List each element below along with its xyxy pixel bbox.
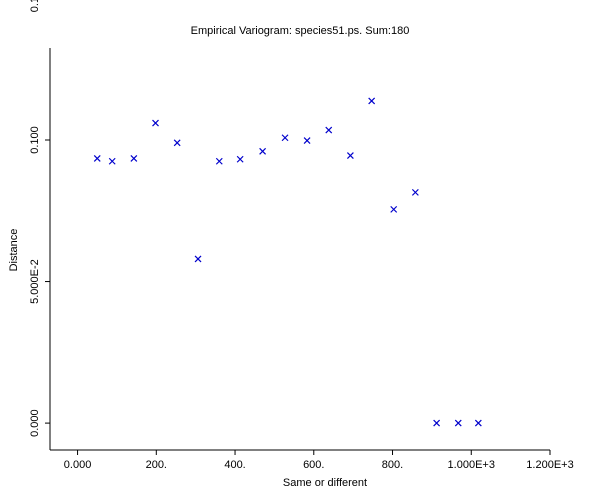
x-tick-label: 800. (382, 459, 403, 471)
data-point (281, 134, 289, 142)
data-point (194, 255, 202, 263)
y-tick-label: 5.000E-2 (29, 259, 41, 304)
y-tick-label: 0.000 (29, 409, 41, 437)
axes (49, 48, 550, 451)
data-point (152, 119, 159, 127)
data-point (454, 419, 462, 427)
x-tick-label: 1.000E+3 (448, 459, 495, 471)
data-point (108, 157, 116, 165)
x-axis-ticks: 0.000 200. 400. 600. 800. 1.000E+3 1.200E+3 (64, 450, 574, 471)
data-point (259, 147, 267, 155)
data-point (130, 154, 138, 162)
y-tick-label: 0.100 (29, 126, 41, 154)
y-axis-label: Distance (8, 229, 20, 272)
data-point (173, 139, 181, 147)
data-point (474, 419, 482, 427)
data-point (303, 137, 311, 144)
data-point (325, 126, 333, 134)
x-axis-label: Same or different (283, 477, 367, 489)
data-point (236, 155, 244, 163)
x-tick-label: 400. (224, 459, 245, 471)
data-point (215, 157, 223, 165)
x-tick-label: 0.000 (64, 459, 92, 471)
y-tick-label: 0.150 (29, 0, 41, 12)
x-tick-label: 1.200E+3 (526, 459, 573, 471)
data-point (390, 205, 398, 213)
data-points (93, 97, 482, 427)
data-point (411, 188, 419, 196)
x-tick-label: 600. (303, 459, 324, 471)
chart-title: Empirical Variogram: species51.ps. Sum:1… (190, 25, 410, 37)
data-point (368, 97, 376, 105)
data-point (433, 419, 441, 427)
data-point (93, 154, 101, 162)
y-axis-ticks: 0.000 5.000E-2 0.100 0.150 (29, 0, 50, 437)
x-tick-label: 200. (146, 459, 167, 471)
data-point (346, 152, 354, 160)
